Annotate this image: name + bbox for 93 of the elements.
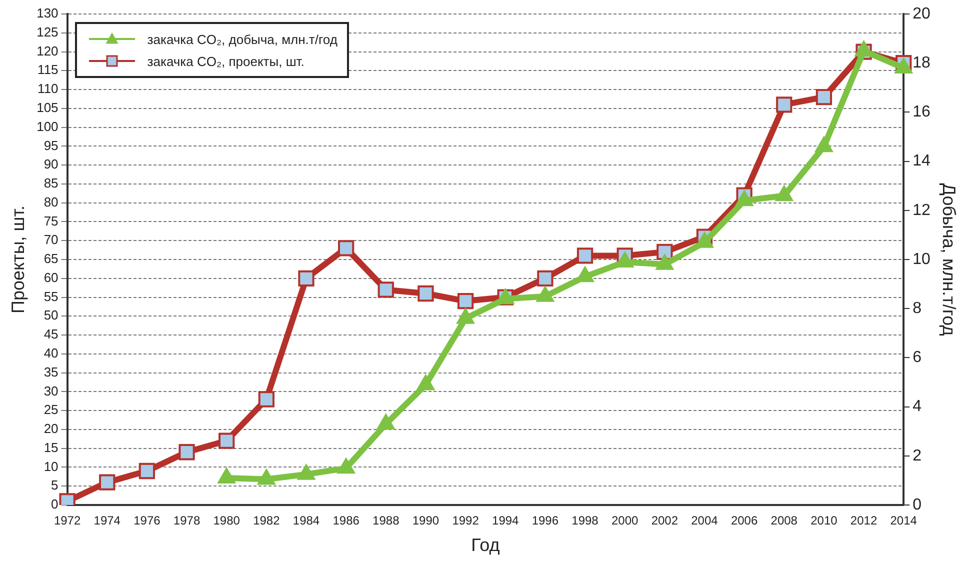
y-tick-label: 85 bbox=[44, 176, 58, 191]
y-tick-label: 70 bbox=[44, 232, 58, 248]
point bbox=[536, 286, 554, 302]
point bbox=[138, 462, 156, 480]
x-tick-label: 2004 bbox=[691, 514, 718, 528]
y-tick-label: 65 bbox=[44, 251, 58, 266]
y2-tick-label: 14 bbox=[912, 152, 930, 170]
y-tick-label: 115 bbox=[38, 62, 58, 78]
x-tick-label: 2010 bbox=[810, 514, 838, 528]
x-tick-label: 2006 bbox=[730, 514, 758, 528]
y2-tick-label: 4 bbox=[912, 398, 922, 416]
y-tick-label: 50 bbox=[44, 308, 58, 323]
y-tick-label: 30 bbox=[44, 383, 58, 398]
y-tick-label: 5 bbox=[51, 478, 58, 493]
point bbox=[815, 136, 833, 152]
x-tick-label: 2014 bbox=[890, 514, 918, 528]
y-tick-label: 55 bbox=[44, 288, 58, 304]
point bbox=[297, 464, 316, 480]
y2-tick-label: 0 bbox=[912, 496, 922, 514]
x-tick-label: 2002 bbox=[651, 514, 678, 528]
x-tick-label: 1996 bbox=[532, 514, 559, 528]
point bbox=[218, 468, 236, 484]
y-tick-label: 10 bbox=[44, 458, 58, 474]
y2-axis-title: Добыча, млн.т/год bbox=[939, 183, 960, 336]
point bbox=[775, 186, 793, 202]
y-tick-label: 20 bbox=[44, 421, 58, 436]
point bbox=[178, 444, 195, 460]
y-tick-label: 130 bbox=[36, 6, 58, 21]
x-tick-label: 2012 bbox=[850, 514, 878, 528]
point bbox=[656, 254, 674, 270]
point bbox=[576, 248, 594, 264]
x-axis-title: Год bbox=[471, 535, 500, 556]
y-tick-label: 90 bbox=[44, 156, 58, 172]
y-tick-label: 45 bbox=[44, 326, 58, 342]
x-tick-label: 1990 bbox=[412, 514, 440, 528]
y-tick-label: 75 bbox=[44, 213, 58, 228]
point bbox=[696, 232, 714, 248]
x-tick-label: 1984 bbox=[292, 514, 320, 528]
point bbox=[416, 374, 435, 390]
x-tick-label: 1992 bbox=[452, 514, 480, 528]
y2-tick-label: 6 bbox=[912, 349, 922, 366]
point bbox=[894, 58, 912, 74]
legend-label: закачка CO₂, добыча, млн.т/год bbox=[147, 32, 338, 46]
point bbox=[258, 469, 276, 485]
point bbox=[378, 282, 394, 298]
y-tick-label: 105 bbox=[36, 100, 58, 115]
point bbox=[816, 89, 832, 106]
point bbox=[456, 308, 474, 324]
point bbox=[736, 190, 754, 206]
x-tick-label: 1982 bbox=[253, 514, 280, 528]
y-tick-label: 35 bbox=[44, 364, 58, 380]
x-tick-label: 2000 bbox=[611, 514, 638, 528]
point bbox=[457, 292, 474, 310]
x-tick-label: 1972 bbox=[54, 514, 81, 528]
x-tick-label: 2008 bbox=[770, 514, 798, 528]
y-tick-label: 110 bbox=[38, 81, 58, 96]
y2-tick-label: 12 bbox=[912, 202, 930, 219]
x-tick-label: 1976 bbox=[134, 514, 161, 528]
point bbox=[537, 270, 554, 286]
y2-tick-label: 8 bbox=[912, 300, 922, 318]
y-tick-label: 40 bbox=[44, 346, 58, 360]
y2-tick-label: 18 bbox=[912, 54, 930, 72]
y-tick-label: 95 bbox=[44, 138, 58, 153]
point bbox=[338, 240, 354, 256]
y-tick-label: 100 bbox=[36, 118, 58, 134]
y2-tick-label: 16 bbox=[912, 104, 930, 121]
legend-label: закачка CO₂, проекты, шт. bbox=[147, 54, 304, 68]
x-tick-label: 1978 bbox=[173, 514, 200, 528]
y-axis-title: Проекты, шт. bbox=[8, 206, 28, 314]
y2-tick-label: 10 bbox=[912, 250, 930, 268]
y2-tick-label: 2 bbox=[912, 447, 922, 464]
y-tick-label: 60 bbox=[44, 270, 58, 285]
y-tick-label: 25 bbox=[44, 402, 58, 418]
point bbox=[418, 285, 434, 302]
y-tick-label: 80 bbox=[44, 194, 58, 210]
y-tick-label: 0 bbox=[51, 496, 58, 512]
point bbox=[99, 474, 116, 490]
y-tick-label: 15 bbox=[44, 440, 58, 455]
point bbox=[218, 432, 235, 449]
y2-tick-label: 20 bbox=[912, 5, 930, 22]
point bbox=[337, 458, 355, 474]
y-tick-label: 120 bbox=[36, 43, 58, 58]
point bbox=[377, 414, 395, 430]
x-tick-label: 1998 bbox=[572, 514, 599, 528]
point bbox=[298, 270, 314, 286]
x-tick-label: 1994 bbox=[492, 514, 520, 528]
point bbox=[776, 96, 792, 113]
y-tick-label: 125 bbox=[36, 24, 58, 40]
point bbox=[258, 391, 274, 408]
x-tick-label: 1986 bbox=[332, 514, 360, 528]
x-tick-label: 1988 bbox=[372, 514, 400, 528]
x-tick-label: 1974 bbox=[94, 514, 121, 528]
x-tick-label: 1980 bbox=[213, 514, 240, 528]
